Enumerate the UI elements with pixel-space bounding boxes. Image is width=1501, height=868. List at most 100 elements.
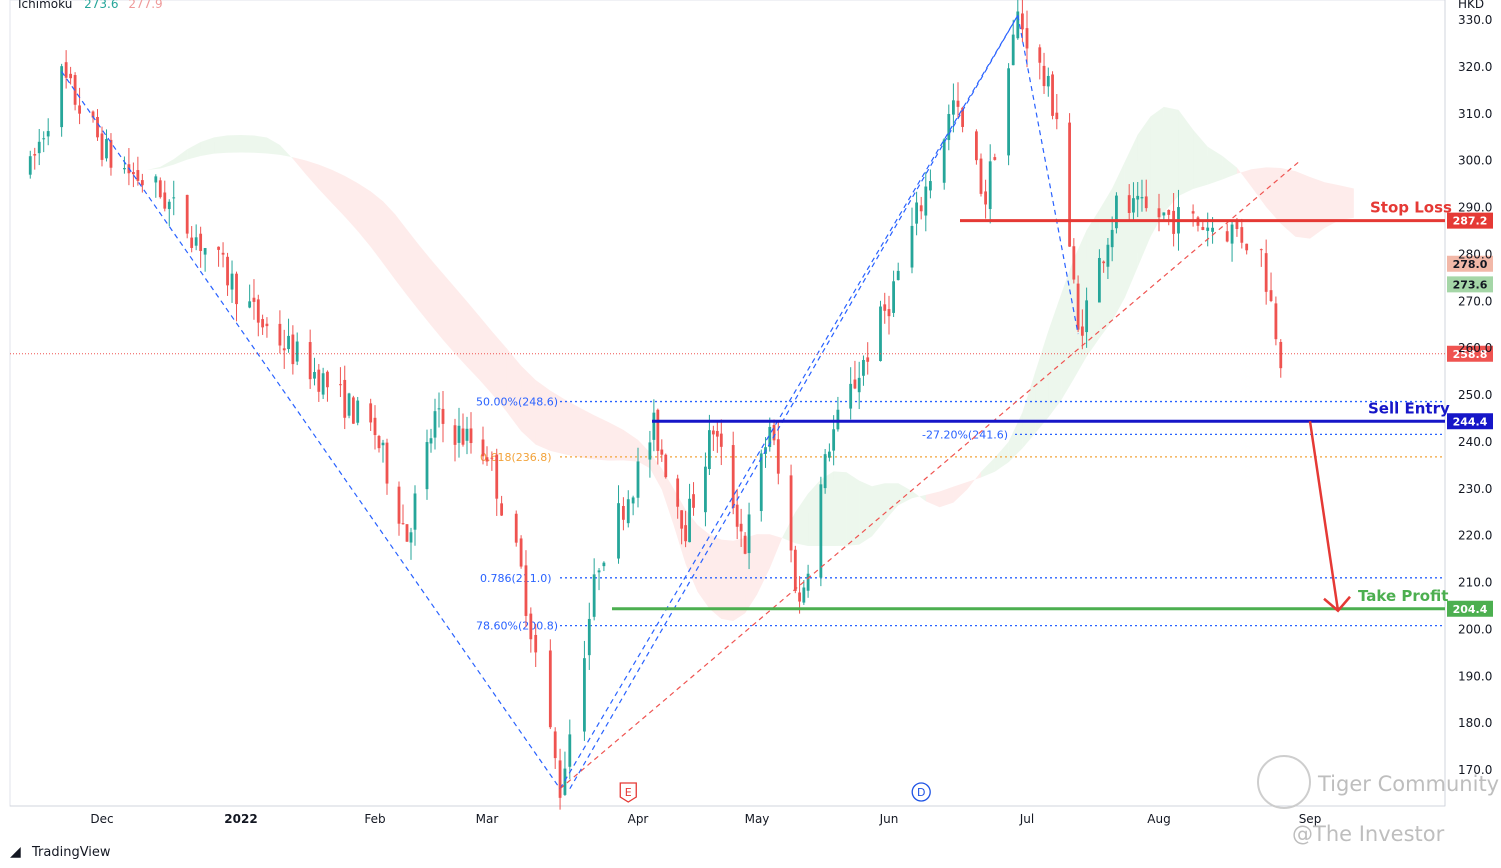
cloud-segment	[1339, 185, 1354, 221]
abcd-leg-line	[569, 15, 1019, 790]
cloud-segment	[795, 493, 809, 547]
candle-body	[768, 426, 772, 448]
cloud-segment	[1207, 146, 1223, 185]
dividend-event-icon[interactable]	[911, 782, 931, 802]
candle-body	[1201, 227, 1205, 230]
candle-body	[1230, 224, 1234, 244]
candle-body	[1085, 300, 1089, 333]
level-price-tag	[1447, 413, 1493, 430]
candle-body	[373, 417, 377, 436]
candle-body	[984, 191, 987, 205]
candle-body	[956, 100, 960, 107]
candle-body	[1162, 212, 1166, 216]
candle-body	[887, 309, 891, 317]
candle-body	[172, 197, 176, 199]
candle-body	[1110, 229, 1114, 248]
y-tick-label: 180.0	[1458, 716, 1492, 730]
candle-body	[772, 425, 776, 441]
cloud-segment	[1048, 294, 1062, 418]
cloud-segment	[1073, 230, 1087, 379]
tradingview-logo[interactable]: ◢ TradingView	[10, 844, 111, 860]
candle-body	[291, 334, 295, 365]
plot-area[interactable]	[9, 0, 1446, 807]
candle-body	[185, 194, 189, 234]
candle-body	[46, 131, 50, 137]
candle-body	[105, 139, 108, 159]
level-label: Sell Entry	[1368, 399, 1450, 417]
candle-body	[109, 139, 113, 168]
candle-body	[429, 438, 433, 444]
candle-body	[221, 252, 225, 255]
candle-body	[558, 760, 562, 798]
candle-body	[656, 409, 660, 451]
candle-body	[1055, 112, 1059, 120]
candle-body	[278, 323, 282, 346]
candle-body	[1016, 11, 1020, 39]
candle-body	[621, 506, 625, 520]
candle-body	[413, 493, 417, 530]
candle-body	[862, 359, 865, 376]
earnings-event-icon[interactable]	[619, 782, 637, 803]
fib-label: 78.60%(200.8)	[476, 620, 558, 633]
candle-body	[256, 299, 260, 323]
candle-body	[377, 436, 381, 449]
candle-body	[230, 273, 234, 290]
cloud-segment	[1222, 155, 1237, 180]
candle-body	[469, 428, 473, 444]
cloud-segment	[579, 407, 595, 460]
candle-body	[553, 731, 557, 759]
candle-body	[1046, 75, 1050, 87]
candle-body	[648, 442, 652, 460]
cloud-segment	[467, 301, 479, 380]
candle-body	[1172, 210, 1176, 234]
cloud-segment	[745, 534, 757, 614]
candle-body	[652, 412, 656, 440]
candle-body	[519, 538, 523, 567]
candle-body	[743, 535, 747, 554]
level-price-tag-text: 244.4	[1453, 415, 1488, 428]
candle-body	[397, 486, 401, 524]
candle-body	[866, 357, 870, 362]
x-tick-label: Jul	[1019, 812, 1034, 826]
candle-body	[158, 180, 162, 198]
candle-body	[91, 111, 95, 118]
candle-body	[190, 237, 194, 248]
tradingview-label: TradingView	[31, 845, 111, 860]
candle-body	[883, 304, 887, 311]
cloud-segment	[709, 534, 722, 619]
cloud-segment	[884, 483, 899, 521]
level-label: Take Profit	[1358, 587, 1448, 605]
candle-body	[69, 73, 73, 79]
cloud-segment	[871, 483, 885, 537]
cloud-segment	[967, 471, 981, 490]
watermark: Tiger Community @The Investor	[1257, 755, 1499, 846]
level-price-tag	[1447, 600, 1493, 617]
price-tag	[1447, 255, 1493, 272]
level-label: Stop Loss	[1370, 199, 1452, 217]
candle-body	[789, 475, 793, 551]
candle-body	[747, 514, 751, 554]
cloud-segment	[407, 229, 419, 311]
x-tick-label: Aug	[1147, 812, 1170, 826]
candle-body	[131, 171, 135, 175]
candle-body	[853, 379, 857, 389]
candle-body	[1042, 65, 1046, 87]
y-tick-label: 200.0	[1458, 622, 1492, 636]
candle-body	[664, 454, 668, 478]
cloud-segment	[1295, 171, 1310, 239]
candle-body	[1115, 195, 1118, 229]
x-tick-label: Jun	[879, 812, 899, 826]
indicator-legend[interactable]: Ichimoku 273.6 277.9	[18, 0, 163, 11]
y-tick-label: 210.0	[1458, 576, 1492, 590]
candle-body	[719, 433, 723, 447]
candle-body	[929, 181, 932, 191]
tiger-community-label: Tiger Community	[1317, 772, 1499, 796]
candle-body	[123, 168, 126, 170]
candle-body	[226, 256, 229, 286]
candle-body	[988, 161, 992, 210]
candle-body	[351, 397, 355, 424]
tiger-logo-icon	[1257, 755, 1311, 809]
cloud-segment	[608, 422, 624, 461]
